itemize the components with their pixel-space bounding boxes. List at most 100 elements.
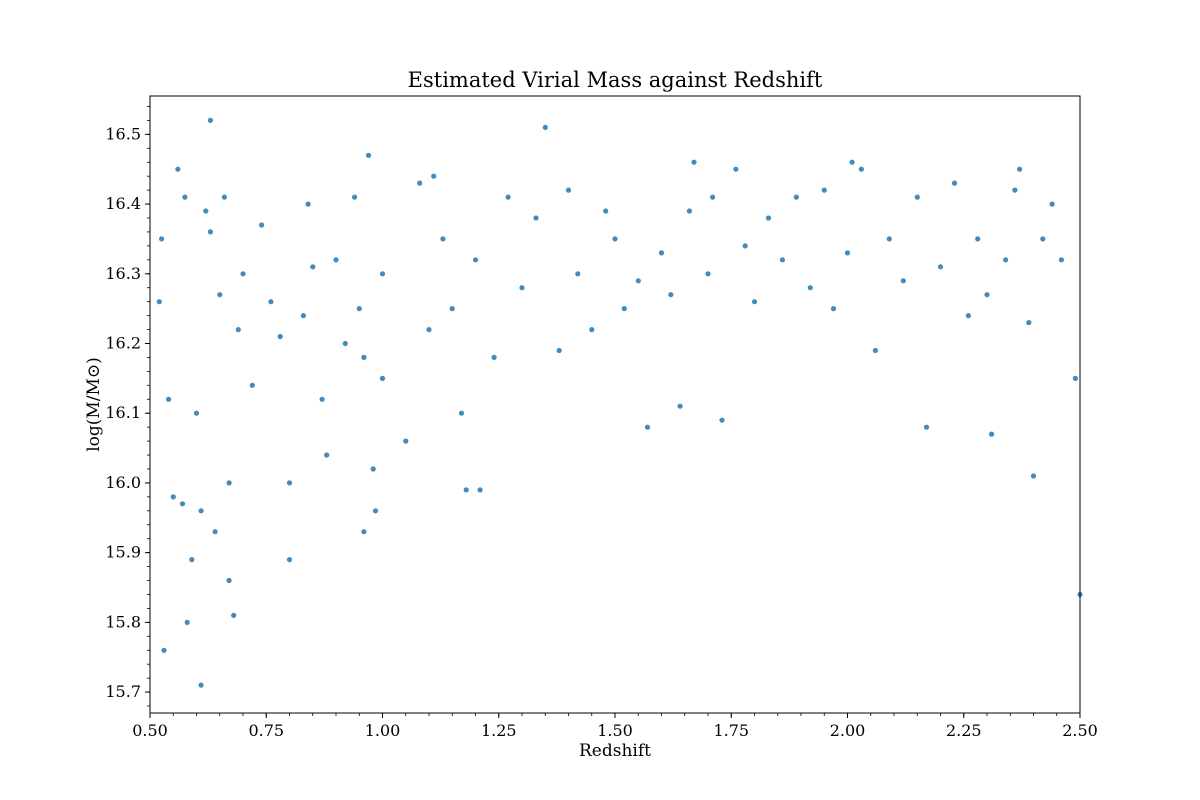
data-point	[277, 333, 283, 340]
data-point	[1049, 201, 1055, 207]
data-point	[830, 306, 837, 312]
data-point	[491, 354, 497, 360]
data-point	[319, 396, 325, 402]
data-point	[886, 236, 892, 242]
data-point	[189, 557, 195, 563]
data-point	[751, 299, 758, 305]
data-point	[184, 619, 190, 626]
data-point	[914, 194, 920, 200]
y-tick-label: 16.2	[105, 333, 141, 352]
data-point	[612, 236, 618, 242]
data-point	[519, 285, 525, 291]
data-point	[207, 229, 213, 235]
y-tick-label: 16.3	[105, 264, 141, 283]
data-point	[379, 271, 386, 277]
data-point	[937, 264, 944, 270]
y-tick-label: 15.9	[105, 543, 141, 562]
data-point	[849, 159, 855, 165]
data-point	[198, 508, 204, 514]
data-point	[458, 410, 465, 416]
data-point	[1026, 320, 1032, 326]
data-point	[1058, 257, 1064, 263]
y-axis-label: log(M/M⊙)	[84, 357, 104, 452]
data-point	[989, 431, 995, 437]
x-tick-label: 0.50	[132, 721, 168, 740]
data-point	[1040, 236, 1046, 242]
data-point	[333, 257, 339, 263]
data-point	[621, 306, 627, 312]
y-tick-label: 15.8	[105, 612, 141, 631]
data-point	[733, 166, 739, 172]
data-point	[635, 278, 641, 284]
data-point	[1012, 187, 1018, 193]
data-point	[984, 292, 990, 298]
data-point	[170, 494, 176, 500]
data-point	[844, 250, 851, 256]
data-point	[449, 306, 455, 312]
x-tick-label: 0.75	[248, 721, 284, 740]
data-point	[193, 410, 200, 416]
y-tick-label: 16.1	[105, 403, 141, 422]
data-point	[575, 271, 581, 277]
x-tick-label: 1.75	[713, 721, 749, 740]
data-point	[249, 382, 255, 388]
data-point	[226, 577, 232, 584]
x-tick-label: 2.50	[1062, 721, 1098, 740]
data-point	[217, 292, 223, 298]
data-point	[440, 236, 446, 242]
data-point	[198, 682, 204, 688]
data-point	[765, 215, 772, 221]
plot-frame	[149, 95, 1081, 714]
data-point	[352, 194, 358, 200]
data-point	[691, 159, 697, 165]
data-point	[159, 236, 165, 242]
data-point	[705, 271, 711, 277]
data-point	[533, 215, 539, 221]
data-point	[235, 327, 241, 333]
data-point	[156, 299, 162, 305]
data-point	[975, 236, 981, 242]
y-tick-label: 16.0	[105, 473, 141, 492]
data-point	[300, 313, 306, 319]
data-point	[231, 612, 237, 619]
data-point	[370, 466, 376, 472]
data-point	[565, 187, 572, 193]
data-point	[872, 347, 879, 354]
x-tick-label: 1.25	[481, 721, 517, 740]
data-point	[793, 194, 799, 200]
data-point	[182, 194, 188, 200]
data-point	[463, 487, 469, 493]
data-point	[310, 264, 316, 270]
x-axis-label: Redshift	[579, 741, 651, 761]
data-point	[821, 187, 827, 193]
data-point	[556, 347, 562, 354]
data-point	[161, 647, 167, 653]
data-point	[240, 271, 246, 277]
data-point	[403, 438, 409, 444]
data-point	[305, 201, 311, 207]
data-point	[426, 327, 432, 333]
data-point	[658, 250, 665, 256]
y-tick-label: 16.4	[105, 194, 141, 213]
chart-title: Estimated Virial Mass against Redshift	[408, 68, 823, 92]
data-point	[259, 222, 265, 228]
data-point	[779, 257, 786, 263]
data-point	[807, 285, 813, 291]
y-tick-label: 15.7	[105, 682, 141, 701]
data-point	[166, 396, 172, 402]
data-point	[677, 403, 683, 409]
data-point	[1003, 257, 1009, 263]
data-point	[179, 501, 186, 507]
data-point	[226, 480, 232, 486]
data-point	[923, 424, 930, 430]
data-point	[1072, 375, 1078, 381]
data-point	[710, 194, 716, 200]
data-point	[324, 452, 330, 458]
data-point	[603, 208, 609, 214]
data-point	[361, 529, 367, 535]
data-point	[1030, 473, 1037, 479]
data-point	[477, 487, 483, 493]
data-point	[356, 306, 362, 312]
data-point	[644, 424, 651, 430]
y-axis: 15.7 15.8 15.9 16.0 16.1 16.2 16.3 16.4 16.5	[105, 106, 150, 707]
